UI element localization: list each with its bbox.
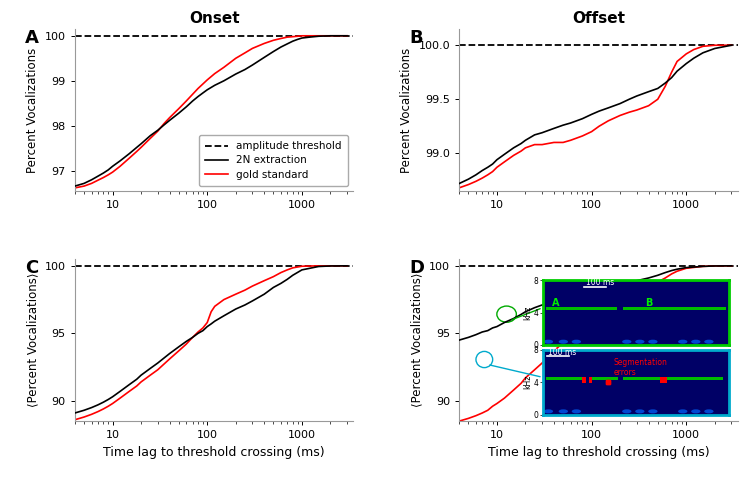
- Title: Offset: Offset: [572, 12, 625, 27]
- Text: B: B: [409, 29, 422, 47]
- Text: D: D: [409, 259, 424, 277]
- X-axis label: Time lag to threshold crossing (ms): Time lag to threshold crossing (ms): [488, 446, 709, 459]
- Y-axis label: ⟨Percent Vocalizations⟩: ⟨Percent Vocalizations⟩: [26, 273, 39, 408]
- Text: C: C: [25, 259, 38, 277]
- Legend: amplitude threshold, 2N extraction, gold standard: amplitude threshold, 2N extraction, gold…: [199, 135, 348, 186]
- Y-axis label: Percent Vocalizations: Percent Vocalizations: [400, 47, 413, 173]
- Text: A: A: [25, 29, 39, 47]
- X-axis label: Time lag to threshold crossing (ms): Time lag to threshold crossing (ms): [103, 446, 325, 459]
- Y-axis label: Percent Vocalizations: Percent Vocalizations: [26, 47, 39, 173]
- Title: Onset: Onset: [189, 12, 240, 27]
- Y-axis label: ⟨Percent Vocalizations⟩: ⟨Percent Vocalizations⟩: [410, 273, 424, 408]
